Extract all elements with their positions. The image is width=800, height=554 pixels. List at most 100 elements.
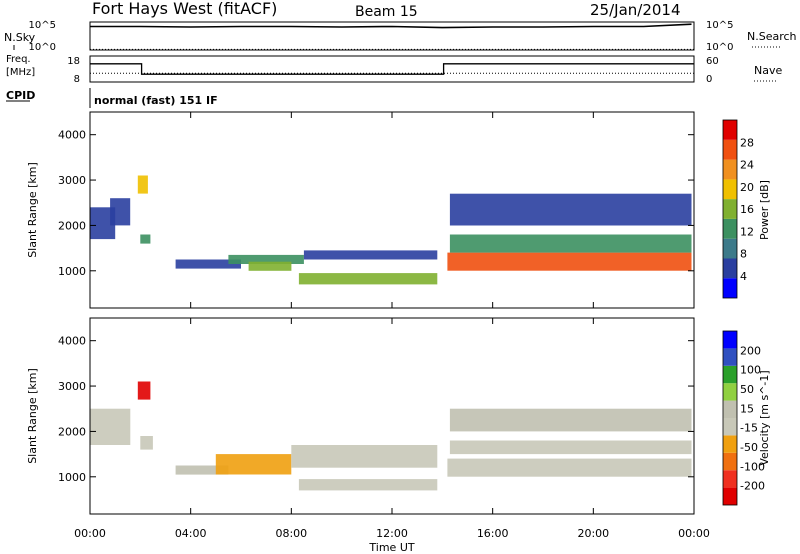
cbar-band-9	[723, 331, 737, 349]
power-panel: 1000 2000 3000 4000 Slant Range [km]	[26, 111, 695, 309]
velocity-colorbar: 200 100 50 15 -15 -50 -100 -200 Velocity [m s^-…	[722, 330, 771, 506]
power-cells	[90, 175, 692, 285]
velocity-panel: 1000 2000 3000 4000 Slant Range [km]	[26, 317, 695, 515]
cpid-label: CPID	[6, 89, 35, 102]
cbar-band-8	[723, 348, 737, 366]
freq-unit-label: [MHz]	[6, 67, 35, 78]
velocity-ylabel: Slant Range [km]	[26, 368, 39, 464]
ytick-label-1000: 1000	[58, 471, 86, 484]
freq-ytick-low: 8	[74, 74, 80, 85]
cbar-tick-3: 16	[740, 203, 754, 216]
time-axis: 00:00 04:00 08:00 12:00 16:00 20:00 00:00	[74, 112, 710, 540]
ytick-label-4000: 4000	[58, 129, 86, 142]
power-yticks: 1000 2000 3000 4000	[58, 129, 694, 278]
cbar-tick-4: 12	[740, 225, 754, 238]
cbar-tick-0: 200	[740, 344, 761, 357]
cbar-band-8	[723, 120, 737, 140]
ytick-label-3000: 3000	[58, 174, 86, 187]
ytick-label-2000: 2000	[58, 425, 86, 438]
cbar-band-3	[723, 435, 737, 453]
cbar-band-7	[723, 365, 737, 384]
scatter-region-3	[140, 436, 153, 450]
scatter-region-8	[447, 458, 692, 477]
ytick-label-2000: 2000	[58, 219, 86, 232]
cbar-tick-5: -50	[740, 441, 758, 454]
cbar-tick-2: 20	[740, 181, 754, 194]
nsearch-label: N.Search	[747, 30, 797, 43]
cbar-tick-0: 28	[740, 136, 754, 149]
cbar-band-0	[723, 487, 737, 505]
xtick-label-3: 12:00	[376, 527, 408, 540]
scatter-region-4	[140, 234, 151, 244]
xtick-label-1: 04:00	[175, 527, 207, 540]
scatter-region-9	[449, 440, 692, 455]
nave-ytick-high: 60	[706, 56, 719, 67]
cbar-band-6	[723, 159, 737, 180]
velocity-cells	[90, 381, 692, 491]
freq-ytick-high: 18	[67, 56, 80, 67]
ytick-label-3000: 3000	[58, 380, 86, 393]
scatter-region-10	[449, 408, 692, 432]
scatter-region-1	[90, 408, 131, 445]
frequency-series	[90, 63, 694, 75]
noise-ytick-low-right: 10^0	[706, 42, 733, 53]
date-label: 25/Jan/2014	[590, 1, 681, 19]
cbar-band-7	[723, 139, 737, 160]
velocity-yticks: 1000 2000 3000 4000	[58, 335, 694, 484]
power-colorbar: 28 24 20 16 12 8 4 Power [dB]	[722, 119, 771, 299]
noise-ytick-high-right: 10^5	[706, 20, 733, 31]
noise-panel-frame	[89, 21, 695, 51]
cbar-band-5	[723, 400, 737, 418]
nsky-label: N.Sky	[4, 31, 36, 44]
xtick-label-6: 00:00	[678, 527, 710, 540]
velocity-colorbar-label: Velocity [m s^-1]	[758, 370, 771, 465]
cbar-band-1	[723, 258, 737, 279]
xtick-label-5: 20:00	[577, 527, 609, 540]
cbar-tick-1: 100	[740, 364, 761, 377]
cbar-band-2	[723, 452, 737, 471]
scatter-region-8	[248, 261, 292, 271]
cbar-tick-4: -15	[740, 422, 758, 435]
scatter-region-7	[298, 479, 438, 491]
scatter-region-12	[449, 193, 692, 226]
xtick-label-4: 16:00	[477, 527, 509, 540]
noise-ytick-low-left: 10^0	[29, 42, 56, 53]
frequency-panel-frame	[89, 55, 695, 83]
cbar-band-1	[723, 470, 737, 488]
scatter-region-4	[175, 465, 229, 475]
time-axis-label: Time UT	[368, 541, 414, 554]
nave-label: Nave	[754, 64, 782, 77]
scatter-region-2	[110, 198, 131, 226]
power-colorbar-label: Power [dB]	[758, 180, 771, 240]
cbar-tick-6: 4	[740, 270, 747, 283]
xtick-label-2: 08:00	[275, 527, 307, 540]
scatter-region-11	[449, 234, 692, 253]
scatter-region-6	[228, 254, 304, 264]
cpid-text: normal (fast) 151 IF	[94, 94, 218, 107]
scatter-region-5	[215, 454, 292, 475]
cbar-tick-6: -100	[740, 460, 765, 473]
nsky-series-line	[90, 23, 692, 29]
xtick-label-0: 00:00	[74, 527, 106, 540]
power-colorbar-bands	[722, 119, 738, 299]
scatter-region-6	[291, 445, 438, 468]
noise-ytick-high-left: 10^5	[29, 20, 56, 31]
power-ylabel: Slant Range [km]	[26, 162, 39, 258]
scatter-region-5	[175, 259, 241, 269]
frequency-panel: 18 8 60 0 Freq. [MHz] Nave	[6, 54, 782, 85]
scatter-region-10	[447, 252, 692, 271]
cbar-band-3	[723, 218, 737, 239]
cbar-frame	[722, 119, 738, 299]
cbar-frame	[722, 330, 738, 506]
ytick-label-1000: 1000	[58, 265, 86, 278]
cbar-tick-3: 15	[740, 402, 754, 415]
cbar-band-4	[723, 418, 737, 436]
cbar-tick-7: -200	[740, 480, 765, 493]
cbar-tick-1: 24	[740, 159, 754, 172]
power-colorbar-ticks: 28 24 20 16 12 8 4	[740, 136, 754, 283]
freq-label: Freq.	[6, 54, 31, 65]
velocity-colorbar-ticks: 200 100 50 15 -15 -50 -100 -200	[740, 344, 765, 492]
scatter-region-3	[137, 175, 148, 194]
ytick-label-4000: 4000	[58, 335, 86, 348]
cbar-band-5	[723, 179, 737, 200]
